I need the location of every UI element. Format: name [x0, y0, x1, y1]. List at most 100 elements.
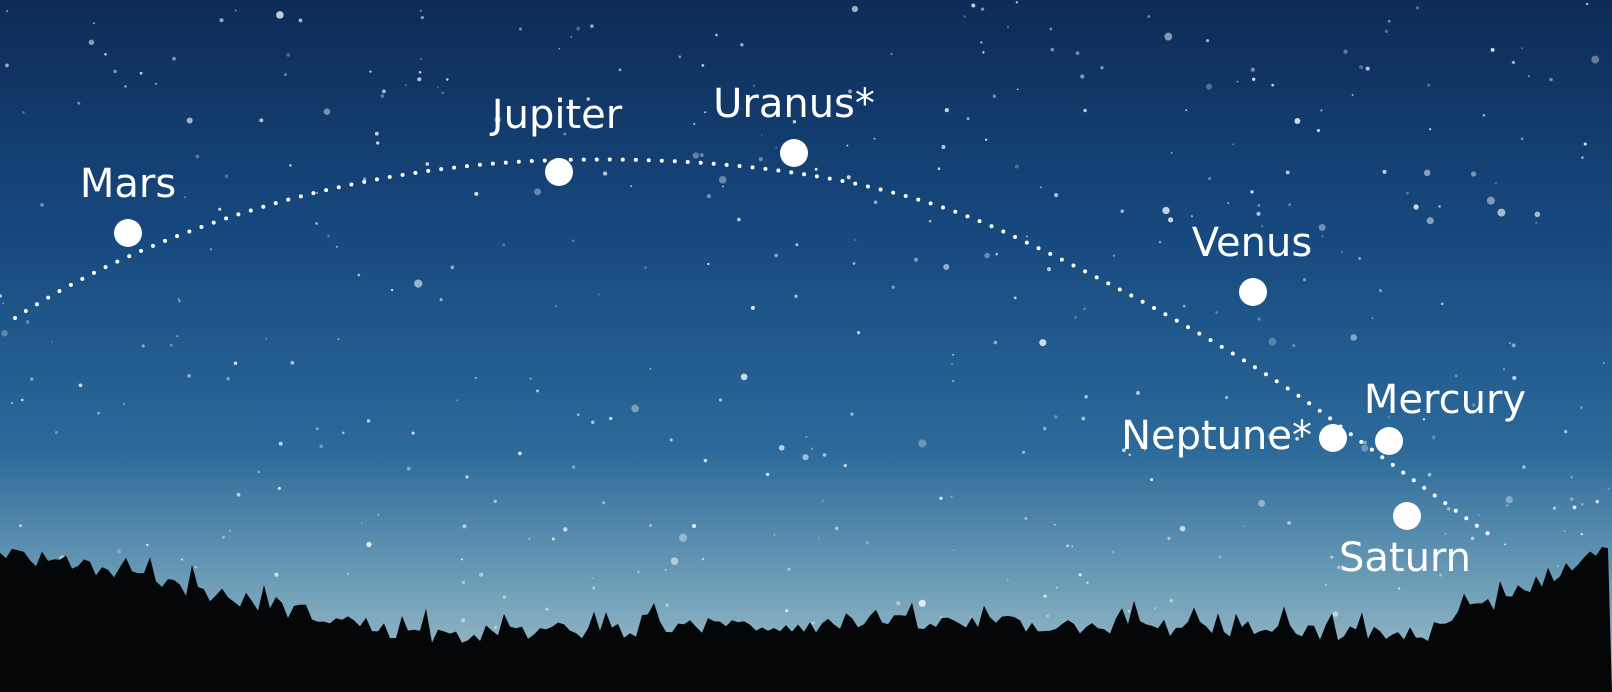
star — [1415, 6, 1420, 10]
star — [1227, 202, 1230, 205]
planet-label: Saturn — [1339, 535, 1471, 581]
planet-dot — [545, 158, 573, 186]
star — [678, 55, 682, 59]
star — [474, 376, 477, 379]
star — [1382, 169, 1387, 174]
star — [637, 570, 640, 573]
star — [1261, 225, 1264, 228]
star — [420, 15, 424, 20]
star — [1135, 433, 1137, 436]
star — [814, 167, 818, 171]
star — [631, 404, 639, 413]
star — [1086, 581, 1089, 584]
star — [1320, 109, 1323, 112]
star — [229, 529, 231, 532]
star — [54, 430, 58, 435]
star — [5, 63, 9, 68]
star — [758, 157, 763, 162]
star — [982, 51, 985, 54]
star — [1595, 499, 1599, 504]
star — [274, 572, 279, 577]
star — [774, 253, 778, 258]
star — [984, 252, 990, 259]
star — [1580, 406, 1583, 410]
star — [1243, 525, 1245, 527]
star — [1581, 156, 1584, 159]
star — [1208, 177, 1212, 181]
star — [590, 24, 594, 28]
star — [1527, 75, 1530, 78]
star — [1427, 472, 1432, 477]
star — [1075, 51, 1080, 56]
star — [914, 257, 918, 262]
star — [1053, 523, 1056, 526]
star — [811, 620, 815, 625]
star — [1025, 235, 1028, 238]
star — [992, 94, 997, 98]
star — [315, 222, 318, 225]
star — [25, 320, 30, 324]
star — [1100, 66, 1104, 70]
star — [1405, 191, 1409, 195]
planet-dot — [1375, 427, 1403, 455]
star — [1158, 241, 1162, 244]
star — [374, 131, 379, 136]
star — [630, 185, 633, 188]
star — [20, 398, 24, 402]
star — [1167, 536, 1171, 540]
star — [1534, 211, 1541, 218]
star — [194, 566, 197, 569]
star — [984, 138, 988, 141]
star — [715, 33, 718, 37]
star — [670, 557, 679, 566]
star — [1358, 257, 1361, 260]
star — [843, 463, 847, 468]
star — [414, 279, 423, 288]
star — [1292, 344, 1296, 348]
star — [618, 68, 622, 72]
star — [1512, 375, 1517, 381]
star — [1046, 267, 1052, 272]
star — [1330, 555, 1334, 559]
star — [1182, 304, 1186, 308]
star — [592, 586, 595, 590]
star — [518, 451, 522, 456]
star — [461, 618, 466, 623]
star — [1022, 451, 1026, 454]
star — [1007, 26, 1009, 28]
star — [259, 118, 264, 123]
star — [122, 402, 126, 406]
star — [1250, 190, 1254, 194]
planets: Mars Jupiter Uranus* Venus Neptune* Mercury Sa… — [80, 81, 1526, 581]
tree-silhouette — [0, 547, 1612, 692]
star — [1215, 311, 1219, 314]
star — [155, 82, 158, 85]
star — [124, 85, 127, 88]
star — [669, 438, 673, 442]
star — [1170, 152, 1173, 154]
star — [750, 305, 755, 310]
star — [377, 513, 380, 517]
star — [1583, 142, 1587, 146]
star — [846, 175, 851, 180]
star — [1477, 514, 1480, 516]
star — [380, 94, 385, 98]
star — [1046, 614, 1049, 618]
planet-dot — [1393, 502, 1421, 530]
planet-dot — [1319, 424, 1347, 452]
star — [437, 86, 439, 89]
star — [146, 543, 149, 547]
star — [1302, 278, 1307, 282]
star — [665, 603, 669, 607]
star — [1438, 205, 1441, 208]
star — [794, 294, 798, 299]
star — [534, 188, 542, 196]
star — [218, 207, 222, 211]
star — [787, 567, 791, 572]
star — [1056, 586, 1058, 589]
star — [1387, 19, 1391, 23]
star — [950, 495, 953, 498]
star — [1257, 317, 1261, 321]
star — [1224, 395, 1229, 400]
